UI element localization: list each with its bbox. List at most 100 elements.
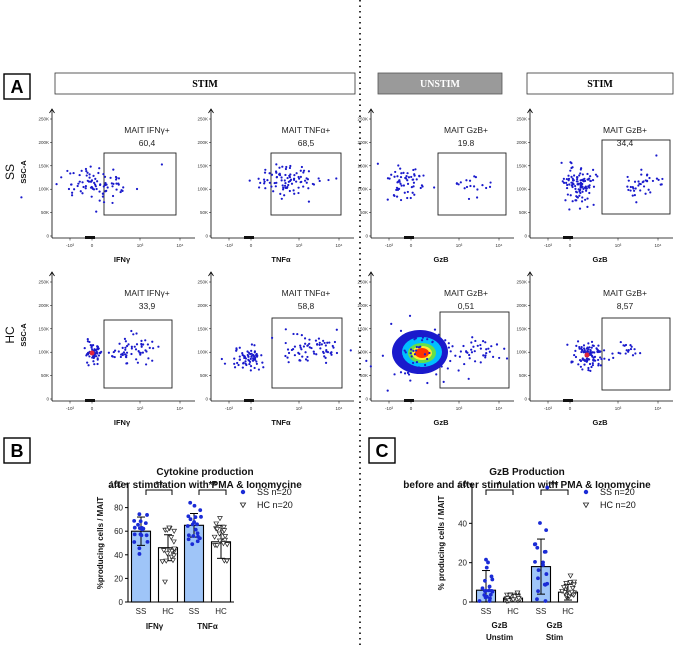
flow-event-dot	[123, 337, 127, 340]
flow-event-dot	[118, 342, 121, 345]
data-point-hc	[514, 590, 521, 596]
flow-event-dot	[275, 181, 278, 184]
data-point-ss	[190, 542, 195, 547]
flow-event-dot	[635, 201, 638, 204]
flow-event-dot	[410, 175, 413, 179]
flow-y-arrow	[527, 271, 533, 277]
flow-event-dot	[89, 165, 92, 168]
flow-x-tick-label: 10⁴	[655, 243, 662, 248]
flow-event-dot	[575, 178, 579, 181]
flow-event-dot	[324, 344, 327, 347]
data-point-ss	[490, 577, 495, 582]
flow-event-dot	[119, 190, 122, 194]
flow-x-tick-label: 10⁴	[336, 406, 343, 411]
flow-event-dot	[423, 334, 426, 337]
flow-event-dot	[92, 355, 95, 358]
flow-event-dot	[293, 354, 296, 357]
flow-event-dot	[399, 371, 403, 374]
flow-event-dot	[633, 180, 637, 183]
flow-event-dot	[458, 355, 461, 358]
flow-event-dot	[409, 348, 413, 351]
flow-event-dot	[80, 169, 83, 172]
flow-x-tick-label: -10³	[544, 243, 553, 248]
flow-event-dot	[581, 196, 584, 199]
flow-event-dot	[394, 170, 397, 174]
flow-event-dot	[470, 341, 473, 344]
flow-event-dot	[255, 360, 258, 363]
flow-plot-hc-gzb-unstim: 250K 200K 150K 100K 50K 0 -10³ 0 10³ 10⁴ GzB MAIT G…	[357, 271, 514, 427]
flow-x-axis-label: GzB	[593, 255, 609, 264]
flow-plot-ss-gzb-stim: 250K 200K 150K 100K 50K 0 -10³ 0 10³ 10⁴ GzB MAIT G…	[516, 108, 673, 264]
flow-gate-label: MAIT TNFα+	[282, 288, 331, 298]
flow-event-dot	[235, 349, 238, 352]
flow-event-dot	[584, 185, 587, 188]
flow-event-dot	[247, 351, 250, 354]
flow-y-tick-label: 0	[205, 234, 208, 239]
data-point-hc	[568, 589, 575, 595]
flow-event-dot	[465, 179, 468, 182]
flow-event-dot	[438, 361, 441, 365]
flow-event-dot	[479, 361, 482, 364]
data-point-ss	[536, 568, 541, 573]
flow-event-dot	[92, 188, 96, 191]
flow-event-dot	[237, 363, 240, 367]
flow-event-dot	[569, 169, 572, 172]
flow-event-dot	[403, 349, 406, 352]
flow-event-dot	[470, 351, 474, 354]
flow-event-dot	[295, 172, 298, 175]
flow-y-tick-label: 0	[524, 234, 527, 239]
data-point-hc	[222, 537, 228, 543]
flow-event-dot	[241, 366, 244, 369]
flow-event-dot	[625, 349, 628, 352]
flow-event-dot	[600, 357, 603, 361]
flow-event-dot	[247, 355, 250, 358]
data-point-ss	[486, 560, 490, 565]
flow-event-dot	[640, 168, 643, 171]
flow-event-dot	[588, 184, 591, 187]
flow-plot-hc-gzb-stim: 250K 200K 150K 100K 50K 0 -10³ 0 10³ 10⁴ GzB MAIT G…	[516, 271, 673, 427]
flow-event-dot	[433, 186, 436, 189]
flow-event-dot	[280, 179, 283, 182]
flow-event-dot	[308, 342, 311, 345]
flow-event-dot	[365, 359, 368, 362]
group-label: IFNγ	[146, 622, 164, 631]
unstim-header	[377, 72, 503, 95]
flow-event-dot	[472, 345, 475, 348]
flow-y-tick-label: 100K	[197, 350, 208, 355]
flow-event-dot	[586, 178, 589, 181]
flow-event-dot	[95, 210, 98, 213]
flow-event-cloud	[566, 340, 642, 372]
bar-category-label: HC	[215, 607, 227, 616]
flow-event-dot	[86, 340, 89, 343]
group-label-line2: Stim	[546, 633, 563, 642]
flow-event-dot	[117, 182, 120, 185]
flow-event-dot	[644, 192, 647, 195]
flow-event-dot	[567, 179, 570, 182]
flow-event-dot	[589, 349, 592, 353]
flow-event-dot	[82, 185, 85, 189]
flow-y-tick-label: 250K	[38, 117, 49, 122]
bar-category-label: HC	[162, 607, 174, 616]
flow-event-dot	[651, 179, 655, 183]
flow-event-dot	[119, 355, 122, 359]
flow-plot-hc-ifng: 250K 200K 150K 100K 50K 0 -10³ 0 10³ 10⁴ IFNγ MAIT …	[38, 271, 195, 427]
flow-event-dot	[589, 175, 592, 178]
flow-axis-minor-ticks	[244, 399, 254, 402]
flow-event-dot	[584, 189, 588, 192]
flow-event-dot	[244, 360, 247, 363]
flow-event-dot	[633, 194, 636, 197]
flow-event-dot	[135, 332, 138, 335]
flow-event-dot	[286, 348, 290, 351]
flow-event-dot	[633, 348, 636, 351]
flow-event-dot	[589, 369, 592, 372]
flow-event-dot	[473, 350, 476, 353]
chart-y-axis-label: % producing cells / MAIT	[437, 496, 446, 591]
flow-event-dot	[252, 357, 255, 360]
flow-event-dot	[297, 175, 300, 179]
flow-event-dot	[638, 182, 641, 185]
flow-y-tick-label: 100K	[357, 350, 368, 355]
flow-gate-label: MAIT GzB+	[603, 288, 647, 298]
panel-c-box	[368, 437, 396, 464]
data-point-ss	[544, 528, 549, 533]
data-point-hc	[507, 593, 513, 599]
